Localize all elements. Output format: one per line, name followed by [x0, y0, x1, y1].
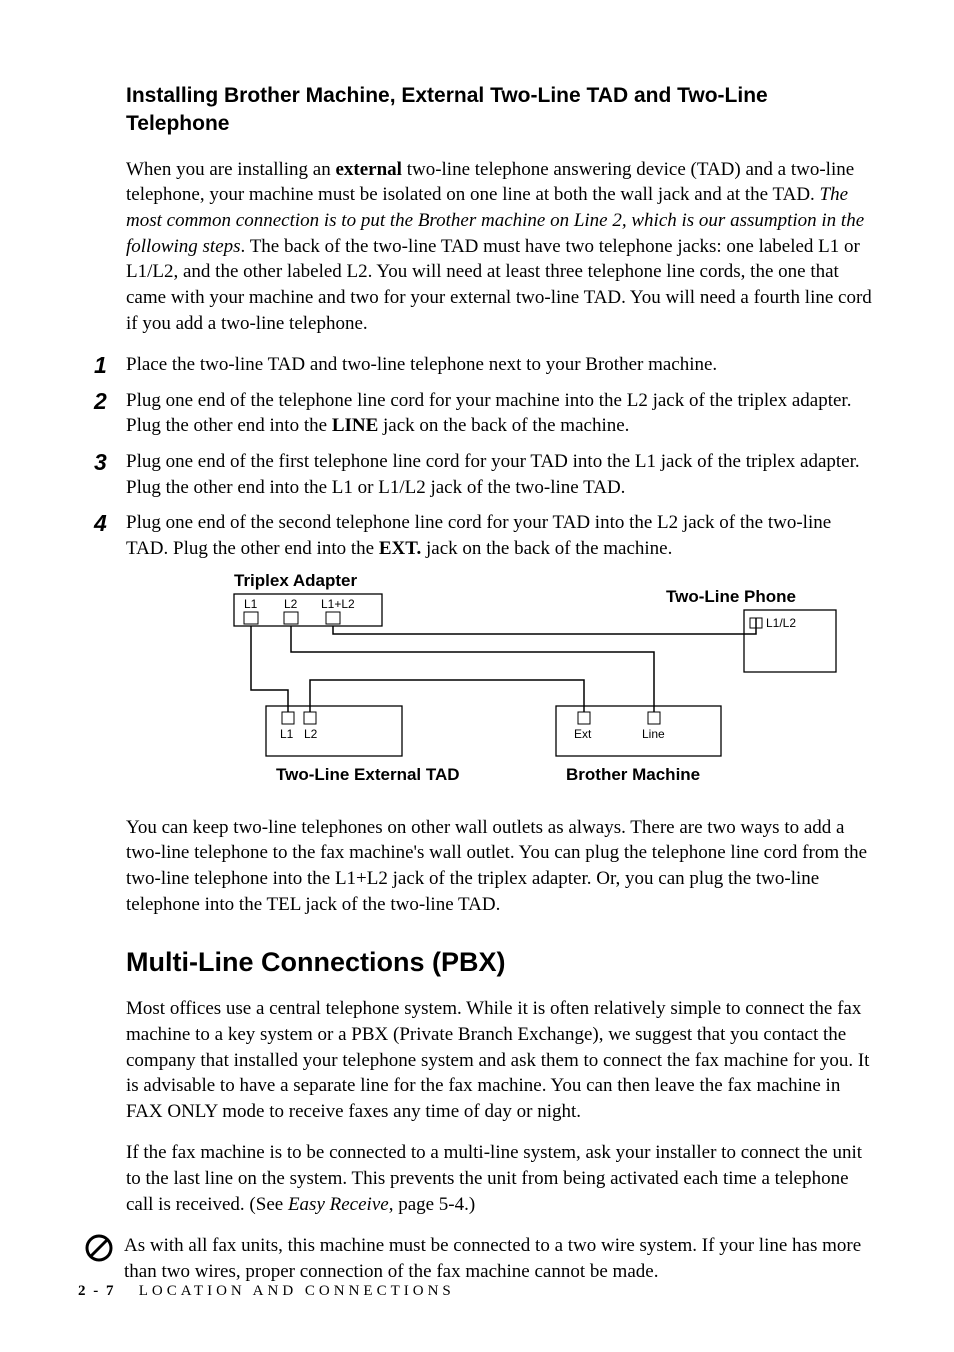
- pbx-p2-pre: If the fax machine is to be connected to…: [126, 1142, 862, 1214]
- wiring-diagram: Triplex Adapter Two-Line Phone L1 L2 L1+…: [126, 572, 876, 797]
- step-number: 4: [78, 510, 126, 561]
- label-ext: Ext: [574, 727, 592, 741]
- footer-chapter-title: LOCATION AND CONNECTIONS: [139, 1283, 455, 1299]
- label-brother-machine: Brother Machine: [566, 765, 700, 784]
- intro-external-bold: external: [335, 159, 401, 180]
- label-two-line-phone: Two-Line Phone: [666, 587, 796, 606]
- after-diagram-paragraph: You can keep two-line telephones on othe…: [126, 815, 876, 918]
- pbx-p2-post: , page 5-4.): [389, 1194, 476, 1215]
- note-text: As with all fax units, this machine must…: [118, 1233, 876, 1284]
- step-row: 1Place the two-line TAD and two-line tel…: [78, 352, 876, 378]
- step-row: 3Plug one end of the first telephone lin…: [78, 449, 876, 500]
- label-l2: L2: [284, 597, 298, 611]
- pbx-heading: Multi-Line Connections (PBX): [126, 947, 876, 978]
- step-text: Plug one end of the second telephone lin…: [126, 510, 876, 561]
- step-row: 4Plug one end of the second telephone li…: [78, 510, 876, 561]
- step-row: 2Plug one end of the telephone line cord…: [78, 388, 876, 439]
- label-tad-l1: L1: [280, 727, 294, 741]
- step-number: 1: [78, 352, 126, 378]
- step-text: Place the two-line TAD and two-line tele…: [126, 352, 876, 378]
- label-line: Line: [642, 727, 665, 741]
- note-row: As with all fax units, this machine must…: [78, 1233, 876, 1284]
- step-text: Plug one end of the telephone line cord …: [126, 388, 876, 439]
- label-triplex: Triplex Adapter: [234, 572, 358, 590]
- prohibition-icon: [78, 1233, 118, 1284]
- section-heading: Installing Brother Machine, External Two…: [126, 82, 876, 139]
- step-number: 2: [78, 388, 126, 439]
- pbx-paragraph-1: Most offices use a central telephone sys…: [126, 996, 876, 1124]
- page-footer: 2 - 7 LOCATION AND CONNECTIONS: [78, 1283, 455, 1300]
- footer-page-number: 2 - 7: [78, 1283, 116, 1299]
- pbx-paragraph-2: If the fax machine is to be connected to…: [126, 1140, 876, 1217]
- label-l1-l2: L1/L2: [766, 616, 796, 630]
- label-l1: L1: [244, 597, 258, 611]
- step-number: 3: [78, 449, 126, 500]
- pbx-p2-italic: Easy Receive: [288, 1194, 389, 1215]
- step-text: Plug one end of the first telephone line…: [126, 449, 876, 500]
- label-l1l2: L1+L2: [321, 597, 355, 611]
- label-tad-l2: L2: [304, 727, 318, 741]
- intro-pre: When you are installing an: [126, 159, 335, 180]
- intro-paragraph: When you are installing an external two-…: [126, 157, 876, 336]
- label-two-line-tad: Two-Line External TAD: [276, 765, 460, 784]
